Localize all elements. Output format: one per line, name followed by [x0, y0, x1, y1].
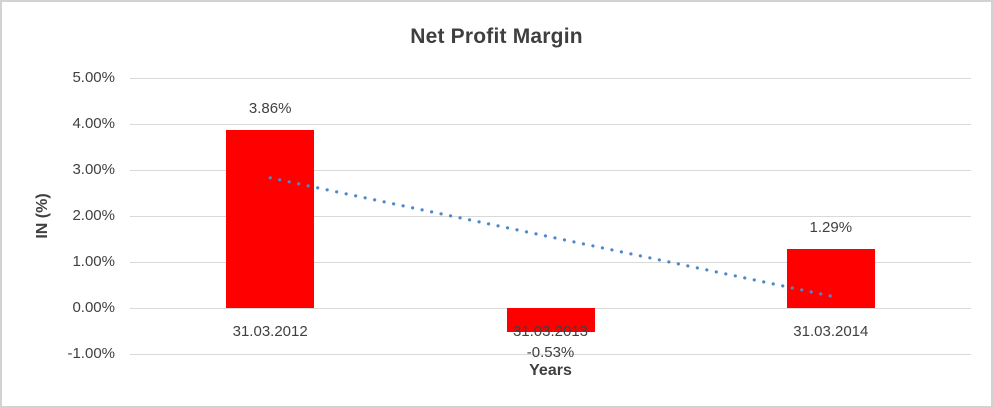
- gridline: [130, 77, 971, 79]
- y-tick-label: 1.00%: [72, 253, 115, 270]
- bar: [786, 248, 875, 308]
- gridline: [130, 123, 971, 125]
- x-category-label: 31.03.2013: [512, 323, 589, 340]
- y-tick-label: 3.00%: [72, 161, 115, 178]
- y-tick-label: 5.00%: [72, 69, 115, 86]
- bar-data-label: 1.29%: [809, 218, 853, 236]
- x-axis-title: Years: [529, 362, 572, 379]
- bar: [226, 130, 315, 308]
- x-category-label: 31.03.2012: [232, 323, 308, 340]
- bar: [506, 308, 595, 333]
- y-tick-label: 2.00%: [72, 207, 115, 224]
- gridline: [130, 169, 971, 171]
- y-tick-label: 4.00%: [72, 115, 115, 132]
- trendline-dotted-line: [268, 176, 833, 298]
- y-tick-label: -1.00%: [67, 345, 115, 362]
- chart-title: Net Profit Margin: [410, 25, 583, 48]
- x-category-label: 31.03.2014: [793, 323, 869, 340]
- bar-data-label: 3.86%: [248, 100, 292, 118]
- gridline: [130, 353, 971, 355]
- bar-data-label: -0.53%: [526, 344, 575, 362]
- y-tick-label: 0.00%: [72, 299, 115, 316]
